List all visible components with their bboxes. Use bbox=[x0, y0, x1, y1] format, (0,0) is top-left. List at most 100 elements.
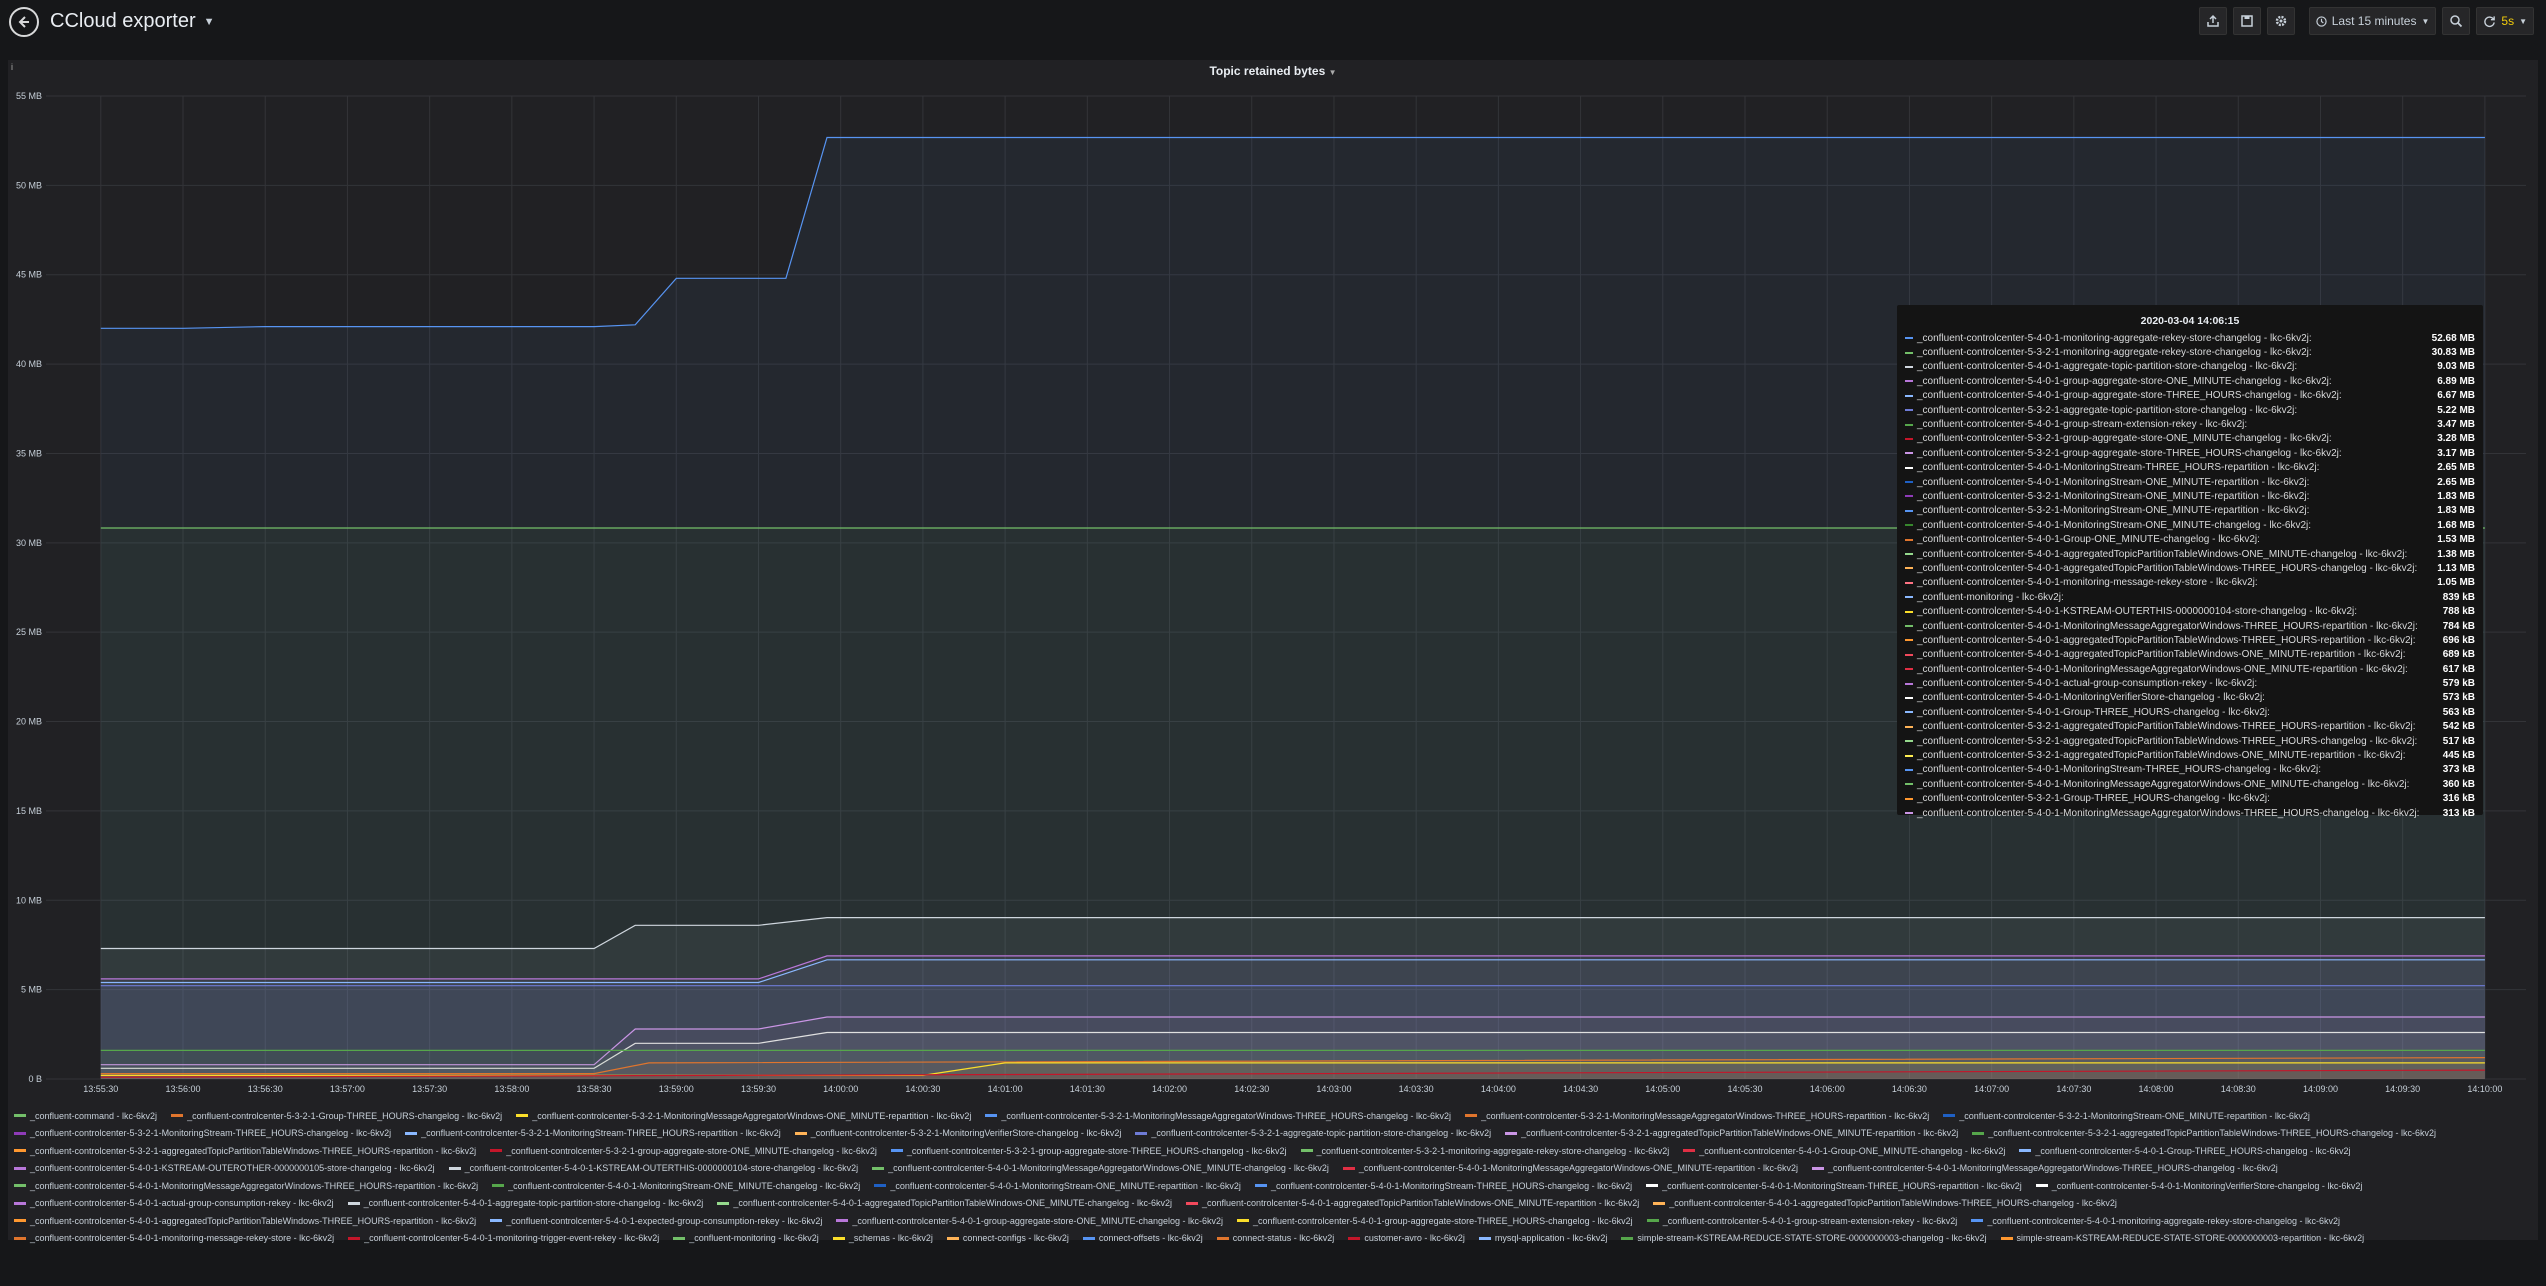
y-tick-label: 25 MB bbox=[16, 627, 42, 637]
legend-item[interactable]: _confluent-controlcenter-5-4-0-1-group-s… bbox=[1646, 1213, 1957, 1229]
legend-item[interactable]: _confluent-controlcenter-5-3-2-1-Monitor… bbox=[1465, 1108, 1929, 1124]
zoom-out-button[interactable] bbox=[2442, 7, 2471, 35]
legend-item[interactable]: _confluent-controlcenter-5-4-0-1-monitor… bbox=[14, 1230, 334, 1246]
legend-item[interactable]: _confluent-controlcenter-5-4-0-1-Monitor… bbox=[14, 1178, 478, 1194]
panel-title[interactable]: Topic retained bytes ▼ bbox=[8, 64, 2538, 78]
legend-color-swatch bbox=[1812, 1166, 1825, 1170]
share-button[interactable] bbox=[2198, 7, 2227, 35]
refresh-picker[interactable]: 5s ▼ bbox=[2476, 7, 2534, 35]
legend-item[interactable]: _confluent-controlcenter-5-4-0-1-Monitor… bbox=[492, 1178, 860, 1194]
series-line[interactable] bbox=[100, 1031, 2485, 1069]
legend-color-swatch bbox=[673, 1236, 686, 1240]
legend-item[interactable]: connect-status - lkc-6kv2j bbox=[1216, 1230, 1334, 1246]
legend-item[interactable]: mysql-application - lkc-6kv2j bbox=[1478, 1230, 1607, 1246]
legend-item[interactable]: _confluent-controlcenter-5-3-2-1-group-a… bbox=[490, 1143, 877, 1159]
legend-item[interactable]: _confluent-controlcenter-5-3-2-1-Monitor… bbox=[516, 1108, 971, 1124]
back-button[interactable] bbox=[9, 7, 39, 37]
legend-item[interactable]: _confluent-controlcenter-5-4-0-1-Monitor… bbox=[1812, 1160, 2278, 1176]
legend-item[interactable]: _confluent-controlcenter-5-4-0-1-Monitor… bbox=[1646, 1178, 2022, 1194]
time-range-picker[interactable]: Last 15 minutes ▼ bbox=[2308, 7, 2437, 35]
legend-item[interactable]: _confluent-controlcenter-5-3-2-1-aggrega… bbox=[1972, 1125, 2436, 1141]
legend-item[interactable]: _confluent-controlcenter-5-4-0-1-aggrega… bbox=[1186, 1195, 1639, 1211]
legend-color-swatch bbox=[836, 1219, 849, 1222]
legend-item[interactable]: _confluent-monitoring - lkc-6kv2j bbox=[673, 1230, 819, 1246]
toolbar: Last 15 minutes ▼ 5s ▼ bbox=[2198, 7, 2534, 35]
tooltip-row: _confluent-controlcenter-5-4-0-1-aggrega… bbox=[1905, 547, 2475, 561]
panel-info-icon[interactable]: i bbox=[11, 62, 13, 72]
x-tick-label: 14:09:30 bbox=[2385, 1084, 2420, 1094]
series-area bbox=[100, 1062, 2485, 1079]
legend-item[interactable]: _schemas - lkc-6kv2j bbox=[832, 1230, 933, 1246]
legend-item[interactable]: customer-avro - lkc-6kv2j bbox=[1348, 1230, 1465, 1246]
legend-color-swatch bbox=[490, 1219, 503, 1222]
series-color-swatch bbox=[1905, 553, 1913, 556]
legend-item[interactable]: _confluent-controlcenter-5-4-0-1-aggrega… bbox=[717, 1195, 1172, 1211]
legend-item[interactable]: simple-stream-KSTREAM-REDUCE-STATE-STORE… bbox=[1621, 1230, 1987, 1246]
legend-item[interactable]: _confluent-controlcenter-5-3-2-1-aggrega… bbox=[14, 1143, 476, 1159]
legend-label: _confluent-controlcenter-5-3-2-1-monitor… bbox=[1316, 1145, 1670, 1156]
legend-item[interactable]: _confluent-controlcenter-5-4-0-1-Group-T… bbox=[2019, 1143, 2350, 1159]
refresh-interval: 5s bbox=[2501, 14, 2515, 28]
legend-item[interactable]: _confluent-controlcenter-5-4-0-1-Monitor… bbox=[874, 1178, 1241, 1194]
legend-item[interactable]: _confluent-controlcenter-5-4-0-1-KSTREAM… bbox=[14, 1160, 435, 1176]
legend-color-swatch bbox=[492, 1184, 505, 1187]
legend-item[interactable]: _confluent-controlcenter-5-4-0-1-expecte… bbox=[490, 1213, 822, 1229]
series-line[interactable] bbox=[100, 1056, 2485, 1075]
series-line[interactable] bbox=[100, 916, 2485, 950]
series-line[interactable] bbox=[100, 955, 2485, 980]
tooltip-series-value: 689 kB bbox=[2442, 649, 2475, 661]
legend-item[interactable]: _confluent-controlcenter-5-4-0-1-actual-… bbox=[14, 1195, 334, 1211]
tooltip-row: _confluent-controlcenter-5-4-0-1-aggrega… bbox=[1905, 648, 2475, 662]
legend-color-swatch bbox=[347, 1201, 360, 1205]
legend-item[interactable]: _confluent-controlcenter-5-4-0-1-Group-O… bbox=[1683, 1143, 2005, 1159]
back-icon bbox=[18, 16, 29, 28]
legend-item[interactable]: _confluent-controlcenter-5-3-2-1-Monitor… bbox=[405, 1125, 781, 1141]
series-line[interactable] bbox=[100, 1069, 2485, 1078]
tooltip-series-value: 9.03 MB bbox=[2437, 361, 2475, 373]
series-color-swatch bbox=[1905, 481, 1913, 484]
legend-item[interactable]: _confluent-controlcenter-5-3-2-1-Monitor… bbox=[794, 1125, 1121, 1141]
legend-item[interactable]: _confluent-controlcenter-5-4-0-1-Monitor… bbox=[1342, 1160, 1798, 1176]
legend-item[interactable]: _confluent-controlcenter-5-4-0-1-Monitor… bbox=[872, 1160, 1329, 1176]
legend-item[interactable]: _confluent-controlcenter-5-4-0-1-Monitor… bbox=[1254, 1178, 1632, 1194]
legend-label: _confluent-controlcenter-5-4-0-1-KSTREAM… bbox=[464, 1163, 859, 1173]
caret-down-icon: ▼ bbox=[2421, 16, 2430, 26]
legend-item[interactable]: _confluent-controlcenter-5-4-0-1-aggrega… bbox=[1653, 1195, 2117, 1211]
legend-item[interactable]: _confluent-controlcenter-5-4-0-1-KSTREAM… bbox=[448, 1160, 859, 1176]
legend-item[interactable]: _confluent-controlcenter-5-4-0-1-group-a… bbox=[836, 1213, 1223, 1229]
legend-item[interactable]: _confluent-command - lkc-6kv2j bbox=[14, 1108, 157, 1124]
legend-item[interactable]: _confluent-controlcenter-5-4-0-1-monitor… bbox=[1971, 1213, 2340, 1229]
legend-label: _confluent-controlcenter-5-4-0-1-actual-… bbox=[30, 1198, 334, 1208]
legend-item[interactable]: _confluent-controlcenter-5-4-0-1-group-a… bbox=[1237, 1213, 1633, 1229]
legend-item[interactable]: _confluent-controlcenter-5-3-2-1-Group-T… bbox=[171, 1108, 502, 1124]
legend-item[interactable]: _confluent-controlcenter-5-4-0-1-monitor… bbox=[348, 1230, 659, 1246]
tooltip-series-label: _confluent-controlcenter-5-3-2-1-group-a… bbox=[1917, 447, 2342, 459]
legend-item[interactable]: simple-stream-KSTREAM-REDUCE-STATE-STORE… bbox=[2000, 1230, 2364, 1246]
legend-item[interactable]: _confluent-controlcenter-5-3-2-1-Monitor… bbox=[14, 1125, 391, 1141]
legend-item[interactable]: _confluent-controlcenter-5-3-2-1-aggrega… bbox=[1505, 1125, 1958, 1141]
series-color-swatch bbox=[1905, 768, 1913, 771]
legend-item[interactable]: _confluent-controlcenter-5-4-0-1-aggrega… bbox=[14, 1213, 476, 1229]
legend-item[interactable]: _confluent-controlcenter-5-4-0-1-Monitor… bbox=[2035, 1178, 2362, 1194]
series-line[interactable] bbox=[100, 959, 2485, 984]
legend-item[interactable]: _confluent-controlcenter-5-3-2-1-Monitor… bbox=[1943, 1108, 2310, 1124]
legend-item[interactable]: _confluent-controlcenter-5-3-2-1-aggrega… bbox=[1135, 1125, 1491, 1141]
legend-item[interactable]: _confluent-controlcenter-5-3-2-1-monitor… bbox=[1300, 1143, 1670, 1159]
time-series-graph[interactable]: 55 MB 50 MB 45 MB 40 MB 35 MB 30 MB 25 MB 20 MB… bbox=[8, 60, 2538, 1110]
legend-item[interactable]: _confluent-controlcenter-5-3-2-1-group-a… bbox=[890, 1143, 1287, 1159]
dashboard-settings-button[interactable] bbox=[2266, 7, 2295, 35]
legend-item[interactable]: connect-offsets - lkc-6kv2j bbox=[1082, 1230, 1203, 1246]
tooltip-row: _confluent-controlcenter-5-4-0-1-Group-T… bbox=[1905, 705, 2475, 719]
tooltip-series-value: 1.53 MB bbox=[2437, 534, 2475, 546]
legend-item[interactable]: _confluent-controlcenter-5-3-2-1-Monitor… bbox=[985, 1108, 1451, 1124]
caret-down-icon: ▼ bbox=[2519, 16, 2527, 26]
series-line[interactable] bbox=[100, 136, 2485, 329]
save-dashboard-button[interactable] bbox=[2232, 7, 2261, 35]
legend-item[interactable]: _confluent-controlcenter-5-4-0-1-aggrega… bbox=[347, 1195, 703, 1211]
dashboard-title-picker[interactable]: CCloud exporter ▼ bbox=[50, 10, 215, 33]
legend-label: _confluent-controlcenter-5-4-0-1-Monitor… bbox=[1662, 1180, 2022, 1191]
legend-label: _confluent-controlcenter-5-3-2-1-Group-T… bbox=[187, 1110, 503, 1121]
series-line[interactable] bbox=[100, 1016, 2485, 1066]
legend-item[interactable]: connect-configs - lkc-6kv2j bbox=[946, 1230, 1069, 1246]
y-tick-label: 55 MB bbox=[16, 91, 42, 101]
